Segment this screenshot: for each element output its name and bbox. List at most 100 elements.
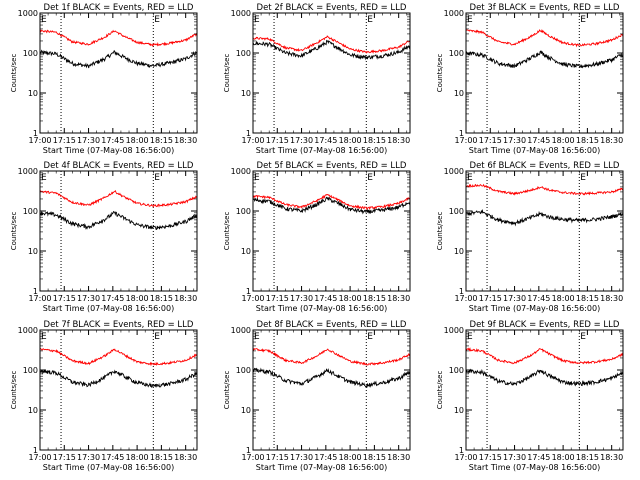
marker-label: E: [367, 332, 373, 342]
y-tick-label: 100: [23, 207, 38, 216]
chart-title: Det 6f BLACK = Events, RED = LLD: [470, 161, 620, 171]
y-tick-label: 100: [23, 366, 38, 375]
marker-label: E: [41, 15, 47, 25]
x-tick-label: 18:00: [339, 453, 362, 462]
chart-title: Det 2f BLACK = Events, RED = LLD: [257, 3, 407, 13]
y-tick-label: 1000: [18, 9, 38, 18]
y-axis-label: Counts/sec: [10, 54, 18, 93]
x-tick-label: 18:15: [150, 136, 173, 145]
x-tick-label: 17:00: [454, 136, 477, 145]
chart-panel: Det 5f BLACK = Events, RED = LLD E E 1 10 100…: [223, 161, 411, 313]
y-tick-label: 100: [23, 49, 38, 58]
lld-series-line: [39, 29, 198, 47]
plot-frame: [252, 170, 411, 292]
x-tick-label: 17:30: [503, 453, 526, 462]
x-tick-label: 17:30: [290, 136, 313, 145]
y-axis-label: Counts/sec: [223, 371, 231, 410]
x-axis-label: Start Time (07-May-08 16:56:00): [469, 463, 600, 472]
x-tick-label: 17:00: [28, 453, 51, 462]
events-series-line: [465, 208, 624, 227]
x-tick-label: 18:00: [552, 453, 575, 462]
y-axis-label: Counts/sec: [223, 212, 231, 251]
y-tick-label: 10: [28, 247, 38, 256]
x-tick-label: 18:30: [600, 294, 623, 303]
x-tick-label: 17:45: [101, 453, 124, 462]
lld-series-line: [39, 189, 198, 208]
x-tick-label: 17:15: [53, 294, 76, 303]
x-tick-label: 17:45: [314, 453, 337, 462]
plot-frame: [465, 170, 624, 292]
lld-series-line: [465, 28, 624, 48]
marker-label: E: [580, 15, 586, 25]
chart-panel: Det 4f BLACK = Events, RED = LLD E E 1 10 100…: [10, 161, 198, 313]
y-tick-label: 100: [236, 207, 251, 216]
x-tick-label: 18:15: [150, 294, 173, 303]
x-tick-label: 18:30: [387, 453, 410, 462]
y-tick-label: 10: [241, 247, 251, 256]
chart-title: Det 8f BLACK = Events, RED = LLD: [257, 320, 407, 330]
x-axis-label: Start Time (07-May-08 16:56:00): [469, 146, 600, 155]
marker-label: E: [367, 15, 373, 25]
x-axis-label: Start Time (07-May-08 16:56:00): [256, 146, 387, 155]
x-tick-label: 18:30: [174, 453, 197, 462]
y-tick-label: 10: [241, 89, 251, 98]
x-axis-label: Start Time (07-May-08 16:56:00): [43, 146, 174, 155]
x-tick-label: 18:30: [174, 136, 197, 145]
y-tick-label: 1000: [444, 326, 464, 335]
x-tick-label: 17:45: [101, 136, 124, 145]
y-tick-label: 1000: [231, 9, 251, 18]
events-series-line: [39, 369, 198, 388]
plot-frame: [39, 329, 198, 451]
x-tick-label: 18:15: [363, 136, 386, 145]
x-tick-label: 17:45: [314, 294, 337, 303]
x-tick-label: 17:15: [479, 294, 502, 303]
y-tick-label: 1000: [231, 167, 251, 176]
y-tick-label: 10: [28, 406, 38, 415]
x-tick-label: 17:30: [503, 294, 526, 303]
x-axis-label: Start Time (07-May-08 16:56:00): [256, 304, 387, 313]
y-tick-label: 10: [28, 89, 38, 98]
x-tick-label: 17:15: [266, 453, 289, 462]
x-axis-label: Start Time (07-May-08 16:56:00): [469, 304, 600, 313]
chart-panel: Det 9f BLACK = Events, RED = LLD E E 1 10 100…: [436, 320, 624, 472]
x-tick-label: 17:15: [479, 136, 502, 145]
chart-panel: Det 2f BLACK = Events, RED = LLD E E 1 10 100…: [223, 3, 411, 155]
lld-series-line: [252, 193, 410, 210]
x-tick-label: 18:30: [387, 136, 410, 145]
y-tick-label: 1: [246, 129, 251, 138]
x-tick-label: 17:15: [266, 136, 289, 145]
marker-label: E: [467, 15, 473, 25]
plot-frame: [252, 12, 411, 134]
x-tick-label: 17:45: [101, 294, 124, 303]
x-tick-label: 18:15: [363, 453, 386, 462]
lld-series-line: [39, 348, 198, 367]
chart-title: Det 3f BLACK = Events, RED = LLD: [470, 3, 620, 13]
x-tick-label: 17:15: [53, 453, 76, 462]
x-tick-label: 17:00: [241, 453, 264, 462]
x-tick-label: 17:00: [28, 294, 51, 303]
marker-label: E: [254, 15, 260, 25]
x-axis-label: Start Time (07-May-08 16:56:00): [43, 463, 174, 472]
x-tick-label: 17:45: [527, 453, 550, 462]
marker-label: E: [367, 173, 373, 183]
plot-frame: [39, 12, 198, 134]
marker-label: E: [154, 15, 160, 25]
y-axis-label: Counts/sec: [436, 54, 444, 93]
lld-series-line: [465, 347, 624, 365]
chart-panel: Det 7f BLACK = Events, RED = LLD E E 1 10 100…: [10, 320, 198, 472]
y-tick-label: 1000: [444, 167, 464, 176]
x-tick-label: 17:30: [290, 294, 313, 303]
chart-panel: Det 6f BLACK = Events, RED = LLD E E 1 10 100…: [436, 161, 624, 313]
x-tick-label: 18:30: [387, 294, 410, 303]
y-tick-label: 1: [33, 129, 38, 138]
y-tick-label: 100: [449, 49, 464, 58]
y-axis-label: Counts/sec: [223, 54, 231, 93]
events-series-line: [252, 367, 411, 389]
marker-label: E: [154, 173, 160, 183]
y-tick-label: 100: [236, 49, 251, 58]
y-axis-label: Counts/sec: [10, 212, 18, 251]
x-tick-label: 18:00: [339, 294, 362, 303]
chart-title: Det 7f BLACK = Events, RED = LLD: [44, 320, 194, 330]
x-tick-label: 18:00: [126, 294, 149, 303]
